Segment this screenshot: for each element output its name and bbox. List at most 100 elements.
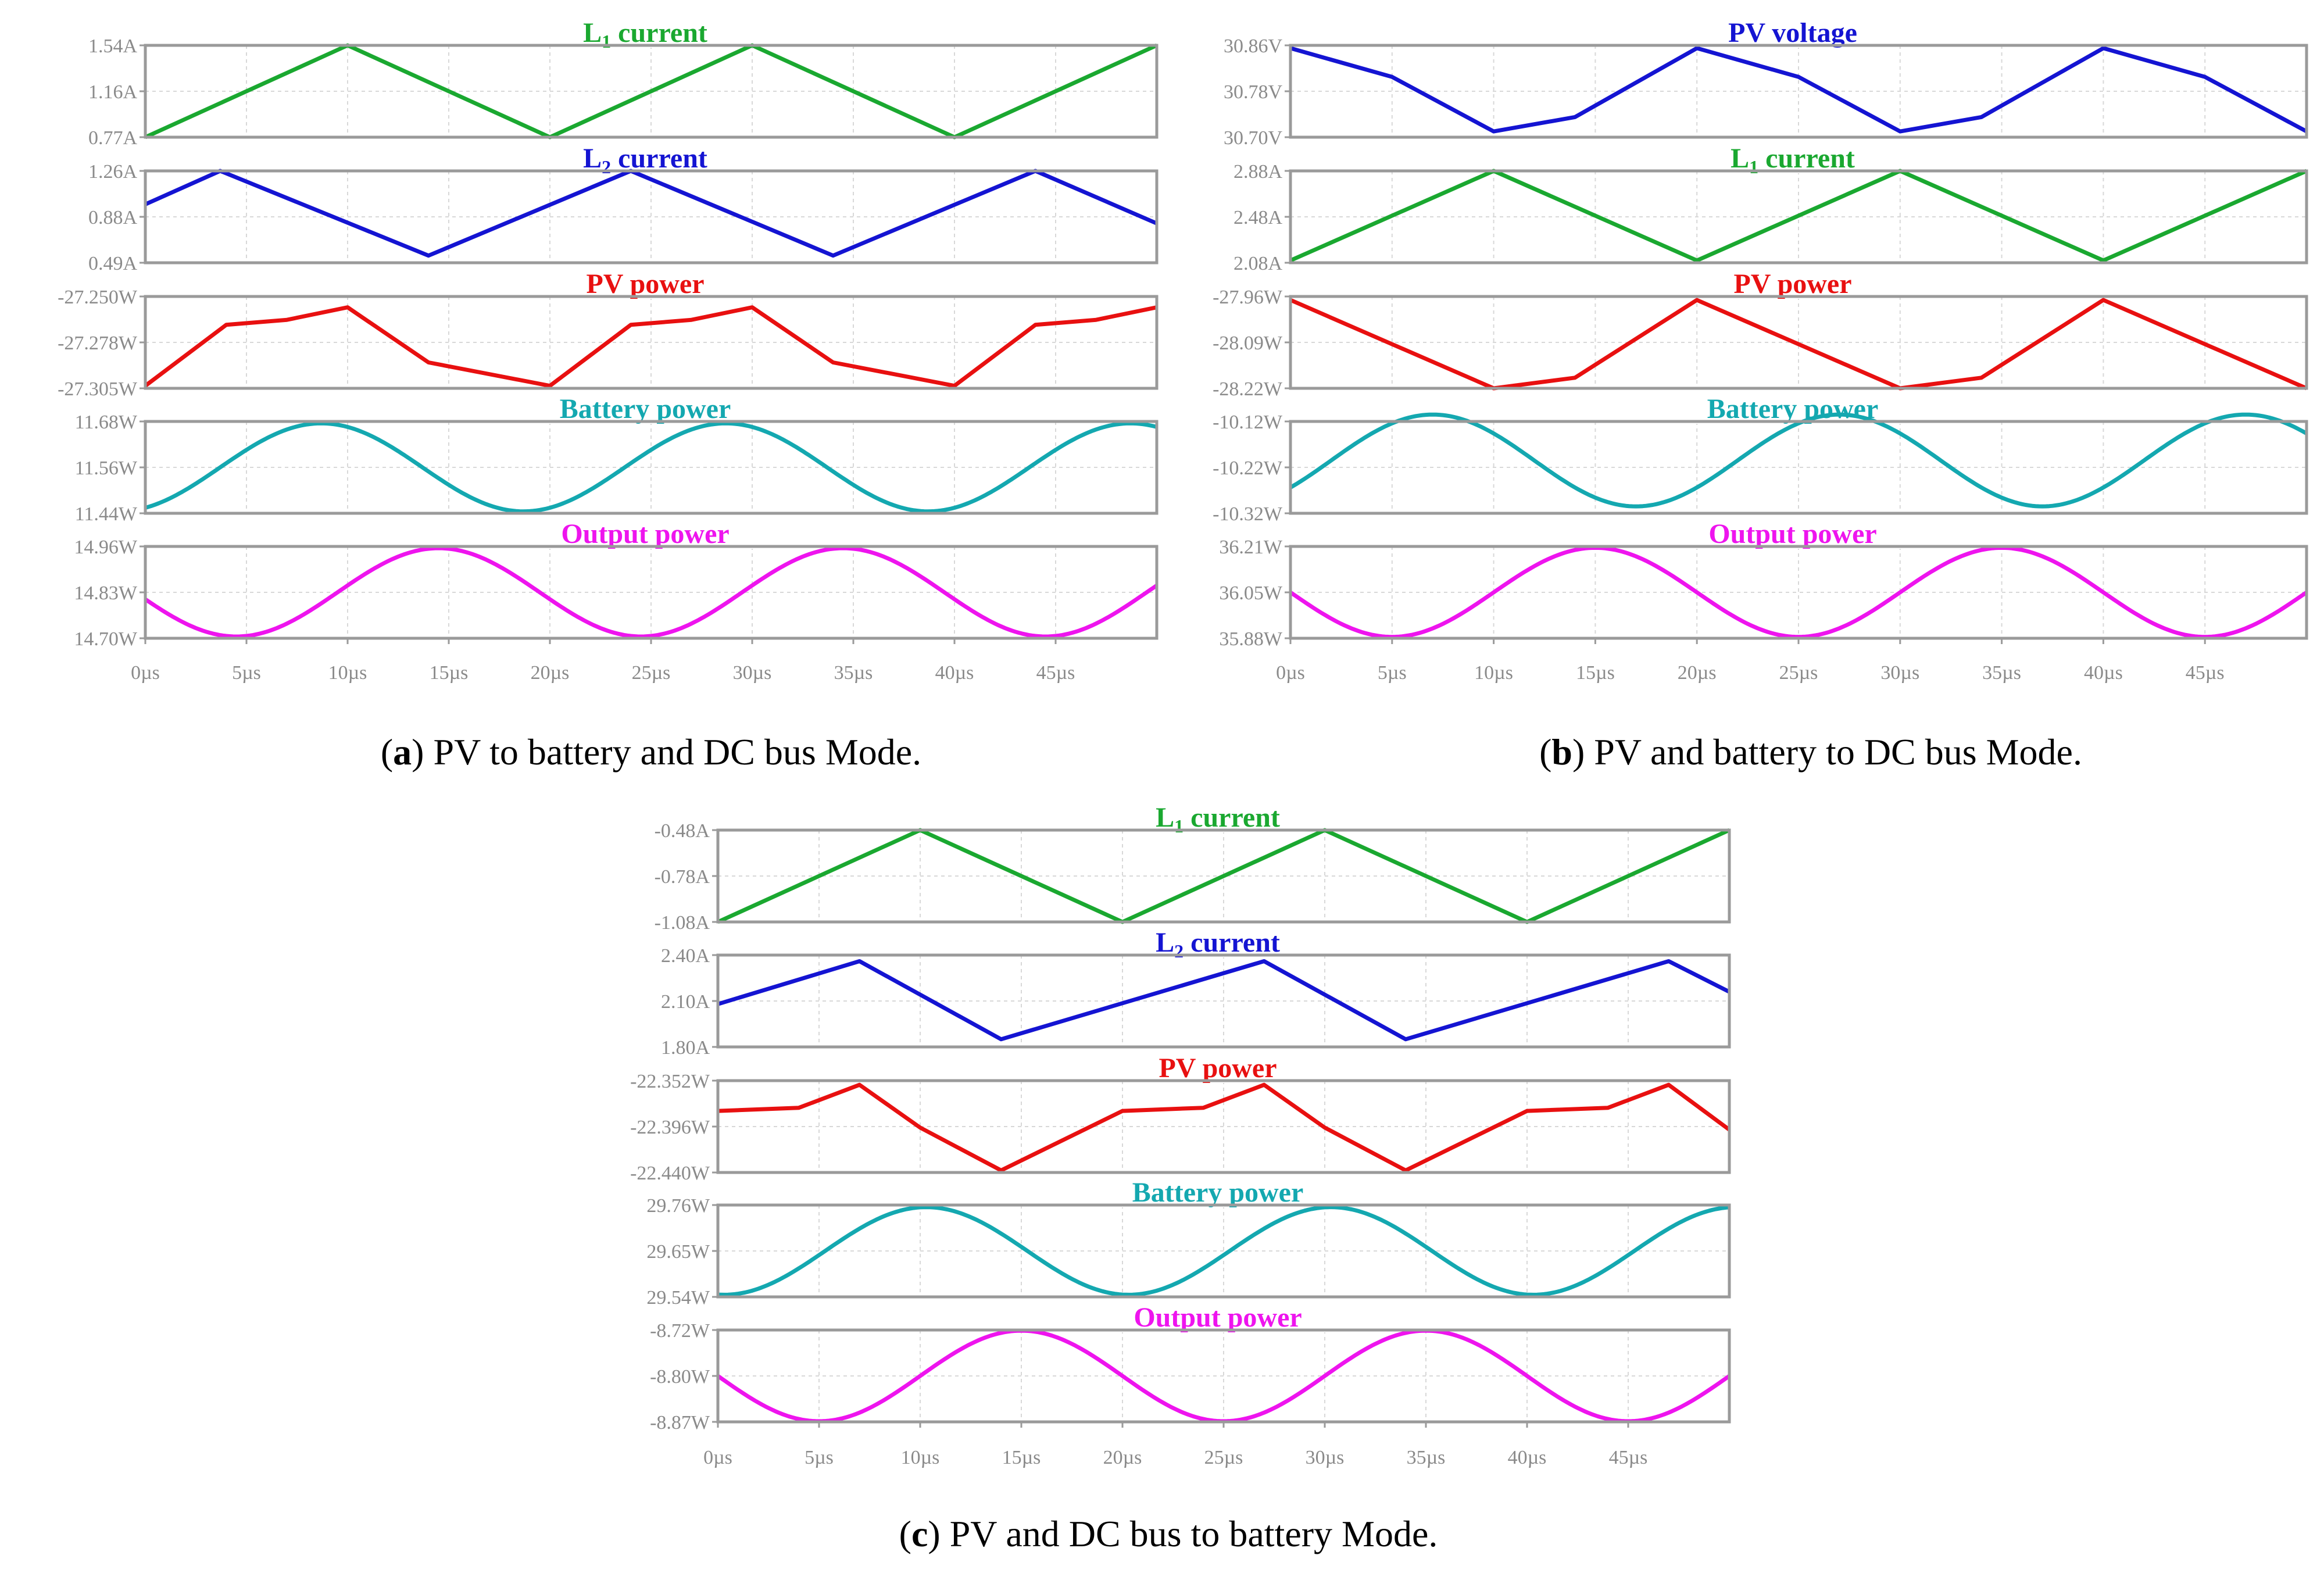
caption-letter: a [393, 731, 412, 773]
y-tick-label: 29.76W [646, 1195, 710, 1217]
panel-title-main: Output power [561, 519, 729, 549]
y-tick-label: 1.80A [661, 1037, 710, 1059]
panel-b-3: PV power -27.96W -28.09W -28.22W [1213, 269, 2308, 400]
y-tick-label: 0.49A [88, 253, 138, 274]
chart-b: PV voltage 30.86V 30.78V 30.70V L1 current 2.… [1213, 17, 2308, 773]
caption-c: (c) PV and DC bus to battery Mode. [899, 1513, 1438, 1554]
series-line [144, 546, 1158, 639]
panel-title-rest: current [1184, 802, 1280, 833]
panel-title-main: Output power [1708, 519, 1876, 549]
x-tick-label: 10µs [901, 1447, 940, 1468]
y-tick-label: 11.44W [75, 503, 138, 525]
y-tick-label: -27.278W [58, 333, 138, 354]
panel-title-backdrop [529, 523, 761, 549]
x-tick-label: 45µs [2186, 662, 2225, 684]
series-line [717, 1205, 1730, 1297]
y-tick-label: 11.68W [75, 412, 138, 433]
panel-title-main: PV power [1733, 269, 1851, 299]
x-tick-label: 35µs [1982, 662, 2021, 684]
y-tick-label: 0.77A [88, 127, 138, 149]
x-tick-label: 5µs [805, 1447, 834, 1468]
panel-c-2: L2 current 2.40A 2.10A 1.80A [661, 927, 1731, 1059]
panel-b-4: Battery power -10.12W -10.22W -10.32W [1213, 394, 2308, 525]
panel-title: Battery power [1132, 1177, 1304, 1208]
panel-a-3: PV power -27.250W -27.278W -27.305W [58, 269, 1159, 400]
panel-b-2: L1 current 2.88A 2.48A 2.08A [1233, 143, 2308, 274]
panel-title-backdrop [520, 398, 770, 424]
panel-title-rest: current [1184, 927, 1280, 958]
y-tick-label: -28.22W [1213, 378, 1283, 400]
panel-title-backdrop [558, 22, 732, 48]
panel-title: Output power [1708, 519, 1876, 549]
caption-text: ) PV and battery to DC bus Mode. [1572, 731, 2082, 773]
x-tick-label: 30µs [733, 662, 772, 684]
panel-title-rest: current [1758, 143, 1855, 174]
x-tick-label: 10µs [1474, 662, 1513, 684]
panel-title: PV power [1733, 269, 1851, 299]
y-tick-label: 35.88W [1219, 628, 1283, 650]
panel-title-rest: current [611, 143, 707, 174]
series-line [144, 305, 1157, 388]
panel-title-backdrop [1131, 932, 1305, 957]
y-tick-label: 2.88A [1233, 161, 1283, 183]
panel-title-subscript: 1 [602, 31, 611, 52]
x-tick-label: 30µs [1306, 1447, 1345, 1468]
y-tick-label: 14.70W [74, 628, 138, 650]
y-tick-label: -0.78A [655, 866, 710, 888]
panel-title-rest: current [611, 17, 707, 48]
panel-title: PV power [586, 269, 704, 299]
panel-title-subscript: 2 [602, 156, 611, 177]
x-tick-label: 20µs [1103, 1447, 1142, 1468]
x-tick-label: 45µs [1036, 662, 1075, 684]
x-tick-label: 10µs [328, 662, 367, 684]
panel-title-main: L [1156, 802, 1174, 833]
panel-a-5: Output power 14.96W 14.83W 14.70W [74, 519, 1159, 650]
x-tick-label: 40µs [2084, 662, 2123, 684]
panel-b-5: Output power 36.21W 36.05W 35.88W [1219, 519, 2308, 650]
x-tick-label: 5µs [232, 662, 261, 684]
y-tick-label: -22.396W [630, 1117, 710, 1138]
series-line [1289, 412, 2308, 509]
panel-title: PV voltage [1728, 17, 1857, 48]
x-tick-label: 20µs [1678, 662, 1717, 684]
panel-title-backdrop [1668, 398, 1918, 424]
panel-title-main: Output power [1134, 1302, 1302, 1333]
panel-title-subscript: 1 [1749, 156, 1758, 177]
caption-a: (a) PV to battery and DC bus Mode. [381, 731, 921, 773]
panel-c-5: Output power -8.72W -8.80W -8.87W [650, 1302, 1731, 1433]
y-tick-label: -10.22W [1213, 457, 1283, 479]
panel-title-backdrop [1706, 148, 1880, 173]
x-tick-label: 30µs [1880, 662, 1919, 684]
series-line [717, 959, 1731, 1042]
panel-title-main: L [583, 17, 602, 48]
series-line [144, 43, 1158, 140]
x-tick-label: 5µs [1378, 662, 1407, 684]
panel-title-main: L [583, 143, 602, 174]
x-tick-label: 25µs [1779, 662, 1818, 684]
y-tick-label: -0.48A [655, 820, 710, 842]
panel-title-main: Battery power [1132, 1177, 1304, 1208]
panel-c-1: L1 current -0.48A -0.78A -1.08A [655, 802, 1731, 934]
series-line [717, 828, 1731, 924]
y-tick-label: 2.40A [661, 945, 710, 967]
caption-open: ( [1539, 731, 1551, 773]
caption-open: ( [899, 1513, 911, 1554]
panel-title-backdrop [1131, 807, 1305, 832]
panel-c-3: PV power -22.352W -22.396W -22.440W [630, 1053, 1731, 1184]
y-tick-label: 14.96W [74, 537, 138, 558]
panel-c-4: Battery power 29.76W 29.65W 29.54W [646, 1177, 1731, 1309]
panel-title-backdrop [1093, 1182, 1343, 1207]
y-tick-label: -28.09W [1213, 333, 1283, 354]
panel-a-4: Battery power 11.68W 11.56W 11.44W [75, 394, 1159, 525]
panel-title-backdrop [1136, 1057, 1299, 1083]
panel-title-main: L [1731, 143, 1749, 174]
panel-b-1: PV voltage 30.86V 30.78V 30.70V [1224, 17, 2308, 149]
panel-title-backdrop [1694, 22, 1892, 48]
y-tick-label: 30.70V [1224, 127, 1283, 149]
x-tick-label: 0µs [1276, 662, 1305, 684]
panel-title-subscript: 1 [1174, 816, 1184, 836]
y-tick-label: 36.21W [1219, 537, 1283, 558]
y-tick-label: 36.05W [1219, 582, 1283, 604]
y-tick-label: -8.87W [650, 1412, 710, 1433]
